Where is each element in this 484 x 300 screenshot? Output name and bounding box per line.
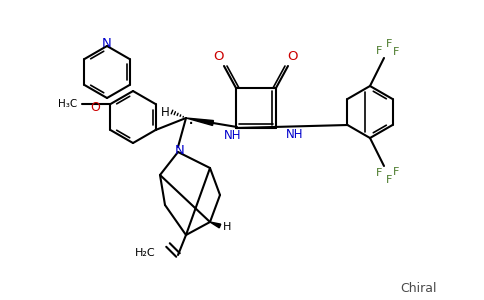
Polygon shape (210, 222, 221, 228)
Text: O: O (288, 50, 298, 62)
Text: F: F (376, 168, 382, 178)
Text: O: O (214, 50, 224, 62)
Text: F: F (393, 167, 399, 177)
Text: NH: NH (286, 128, 303, 141)
Text: N: N (102, 37, 112, 50)
Text: N: N (175, 143, 185, 157)
Text: H: H (161, 106, 170, 119)
Text: ·: · (188, 115, 194, 134)
Text: F: F (386, 175, 392, 185)
Text: F: F (376, 46, 382, 56)
Text: F: F (386, 39, 392, 49)
Text: Chiral: Chiral (400, 282, 437, 295)
Polygon shape (186, 118, 213, 125)
Text: H: H (223, 222, 231, 232)
Text: H₃C: H₃C (58, 99, 77, 109)
Text: NH: NH (224, 129, 241, 142)
Text: H₂C: H₂C (136, 248, 156, 258)
Text: F: F (393, 47, 399, 57)
Text: O: O (91, 100, 100, 113)
